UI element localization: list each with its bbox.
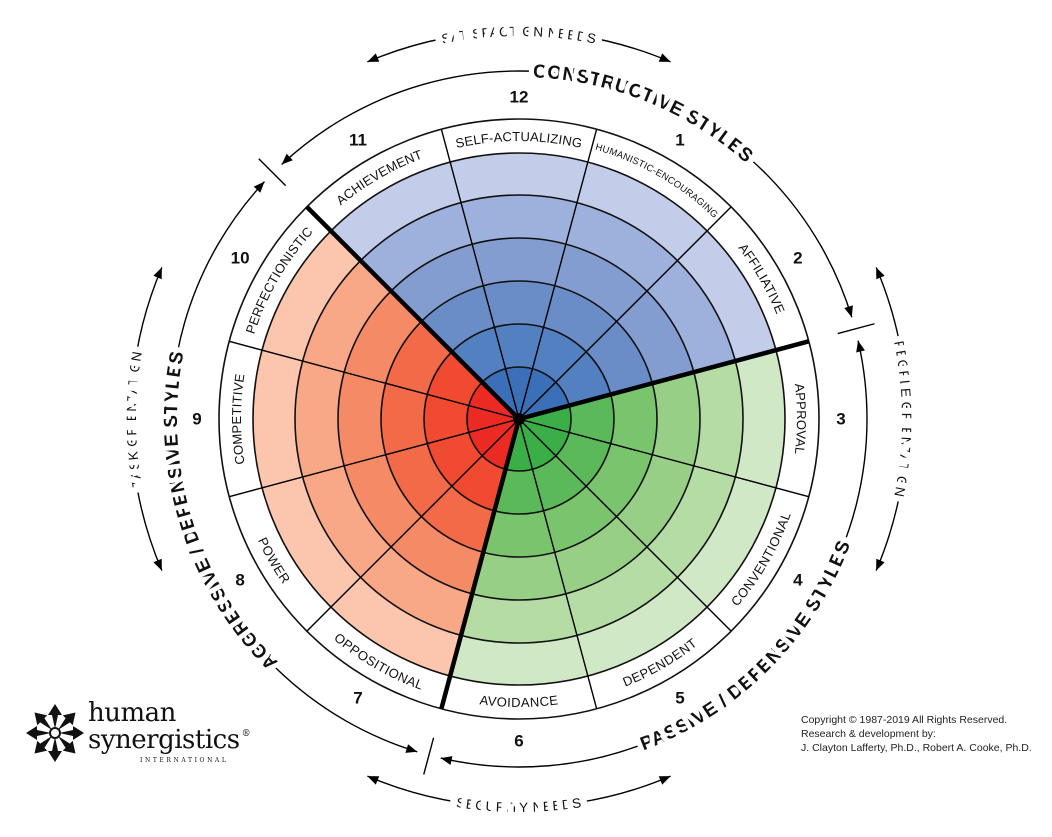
segment-label-text: AVOIDANCE: [479, 692, 559, 710]
group-divider-line: [518, 339, 810, 422]
security-needs-arc: [367, 775, 671, 808]
people-orientation-label: PEOPLE ORIENTATION: [892, 339, 915, 498]
logo-word-international: INTERNATIONAL: [140, 757, 229, 764]
passive-styles-arrowhead: [856, 340, 865, 353]
copyright-line: Copyright © 1987-2019 All Rights Reserve…: [801, 714, 1008, 726]
segment-label-text: APPROVAL: [792, 382, 809, 455]
group-boundary-tick: [423, 737, 435, 775]
authors-line: J. Clayton Lafferty, Ph.D., Robert A. Co…: [801, 742, 1032, 754]
logo-arrow: [34, 712, 53, 731]
group-divider-line: [439, 418, 522, 710]
satisfaction-needs-arrowhead: [658, 53, 671, 62]
logo-arrow: [26, 726, 51, 740]
segment-number-3: 3: [836, 410, 845, 429]
research-line: Research & development by:: [801, 728, 936, 740]
constructive-styles-title: CONSTRUCTIVE STYLES: [533, 61, 758, 167]
segment-divider-line: [229, 340, 520, 420]
task-orientation-label-text: TASK ORIENTATION: [117, 344, 149, 494]
task-orientation-arc: [130, 267, 163, 571]
segment-label-self-actualizing: SELF-ACTUALIZING: [454, 128, 584, 150]
segment-number-5: 5: [675, 688, 684, 707]
segment-number-6: 6: [514, 732, 523, 751]
segment-number-10: 10: [231, 249, 250, 268]
logo-registered-mark: ®: [241, 729, 251, 739]
security-needs-arrowhead: [367, 776, 380, 785]
satisfaction-needs-label-text: SATISFACTION NEEDS: [434, 17, 603, 52]
logo-arrow: [48, 737, 62, 762]
segment-label-avoidance: AVOIDANCE: [479, 692, 559, 710]
ring-circle-5: [294, 194, 744, 644]
human-synergistics-logo: human synergistics ® INTERNATIONAL: [24, 700, 284, 772]
segment-number-12: 12: [510, 88, 529, 107]
segment-divider-line: [229, 418, 520, 498]
aggressive-styles-arrowhead: [405, 744, 418, 753]
segment-label-text: SELF-ACTUALIZING: [454, 128, 584, 150]
center-dot: [513, 413, 525, 425]
segment-number-11: 11: [349, 131, 367, 150]
task-orientation-arrowhead: [153, 267, 162, 280]
segment-label-approval: APPROVAL: [792, 382, 809, 455]
copyright-notice: Copyright © 1987-2019 All Rights Reserve…: [801, 713, 1032, 755]
segment-number-9: 9: [192, 410, 201, 429]
segment-number-4: 4: [793, 571, 803, 590]
logo-arrow: [59, 726, 84, 740]
ring-circle-6: [252, 152, 786, 686]
satisfaction-needs-arrowhead: [367, 53, 380, 62]
segment-divider-line: [518, 206, 732, 420]
logo-wordmark: human synergistics ® INTERNATIONAL: [88, 700, 251, 764]
logo-word-synergistics: synergistics: [88, 725, 240, 755]
segment-divider-line: [518, 129, 598, 420]
ring-circle-1: [466, 366, 572, 472]
ring-circle-2: [423, 323, 615, 515]
segment-divider-line: [306, 418, 520, 632]
security-needs-label-text: SECURITY NEEDS: [449, 789, 588, 821]
group-boundary-tick: [258, 158, 287, 187]
passive-styles-arc: [440, 340, 868, 768]
group-boundary-tick: [837, 323, 875, 335]
logo-word-human: human: [88, 698, 176, 728]
segment-label-text: COMPETITIVE: [228, 372, 246, 465]
segment-divider-line: [440, 129, 520, 420]
segment-number-2: 2: [793, 249, 802, 268]
security-needs-label: SECURITY NEEDS: [455, 795, 582, 815]
passive-styles-arrowhead: [440, 756, 453, 765]
logo-arrow: [57, 735, 76, 754]
aggressive-styles-arrowhead: [253, 181, 265, 193]
constructive-styles-arrowhead: [844, 305, 853, 318]
people-orientation-arrowhead: [876, 267, 885, 280]
ring-circle-3: [380, 280, 658, 558]
people-orientation-arrowhead: [876, 558, 885, 571]
security-needs-arrowhead: [658, 776, 671, 785]
constructive-styles-arrowhead: [281, 153, 293, 165]
segment-number-1: 1: [675, 131, 684, 150]
task-orientation-label: TASK ORIENTATION: [123, 350, 144, 488]
label-ring-outer-circle: [218, 118, 820, 720]
wheel-lines: [218, 118, 820, 720]
people-orientation-label-text: PEOPLE ORIENTATION: [886, 333, 920, 504]
segment-label-competitive: COMPETITIVE: [228, 372, 247, 465]
constructive-styles-title-text: CONSTRUCTIVE STYLES: [528, 56, 762, 172]
aggressive-styles-arc: [170, 181, 418, 753]
task-orientation-arrowhead: [153, 558, 162, 571]
logo-arrow: [34, 735, 53, 754]
logo-row-synergistics: synergistics ®: [88, 727, 251, 754]
star-arrows-icon: [26, 704, 84, 762]
logo-arrow: [57, 712, 76, 731]
segment-divider-line: [518, 418, 732, 632]
logo-center: [49, 727, 61, 739]
segment-number-7: 7: [353, 688, 362, 707]
logo-arrow: [48, 704, 62, 729]
satisfaction-needs-label: SATISFACTION NEEDS: [440, 23, 598, 46]
satisfaction-needs-arc: [367, 30, 671, 63]
segment-divider-line: [518, 418, 809, 498]
segment-divider-line: [518, 418, 598, 709]
constructive-styles-arc: [281, 70, 853, 318]
segment-number-8: 8: [235, 571, 244, 590]
group-divider-line: [305, 205, 521, 421]
ring-circle-4: [337, 237, 701, 601]
people-orientation-arc: [875, 267, 908, 571]
